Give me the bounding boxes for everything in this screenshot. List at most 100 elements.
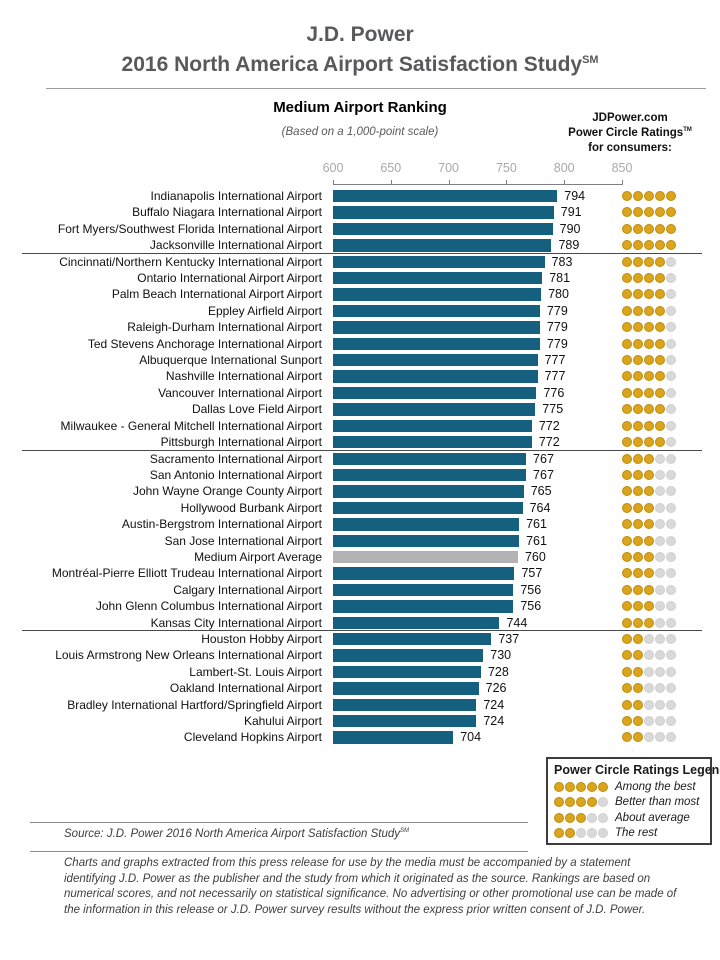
rating-dot-icon: [644, 256, 654, 267]
legend-title: Power Circle Ratings Legend: [554, 763, 720, 777]
rating-dot-icon: [666, 535, 676, 546]
rating-dot-icon: [622, 535, 632, 546]
score-bar: [333, 731, 454, 744]
axis-tick-mark: [448, 180, 450, 184]
score-bar: [333, 206, 554, 219]
ratings-header-line1: JDPower.com: [592, 112, 668, 124]
rating-dot-icon: [633, 355, 643, 366]
power-circle-rating: [622, 519, 676, 530]
rating-dot-icon: [633, 666, 643, 677]
rating-dot-icon: [655, 240, 665, 251]
rating-dot-icon: [644, 650, 654, 661]
score-value: 756: [520, 582, 542, 597]
bar-row: Albuquerque International Sunport 777: [0, 352, 720, 368]
legend-item: Better than most: [554, 795, 704, 811]
rating-dot-icon: [655, 437, 665, 448]
rating-dot-icon: [633, 699, 643, 710]
score-value: 730: [490, 648, 512, 663]
axis-tick-label: 600: [322, 161, 344, 175]
rating-dot-icon: [633, 519, 643, 530]
score-value: 791: [560, 205, 582, 220]
score-bar: [333, 632, 492, 646]
bar-row: Eppley Airfield Airport 779: [0, 303, 720, 319]
rating-dot-icon: [655, 666, 665, 677]
bar-row: Indianapolis International Airport 794: [0, 188, 720, 204]
rating-dot-icon: [644, 223, 654, 234]
rating-dot-icon: [655, 568, 665, 579]
airport-label: Dallas Love Field Airport: [191, 402, 322, 417]
power-circle-rating: [622, 584, 676, 595]
rating-dot-icon: [622, 584, 632, 595]
airport-label: Buffalo Niagara International Airport: [132, 205, 322, 220]
bar-row: John Wayne Orange County Airport 765: [0, 483, 720, 499]
rating-dot-icon: [633, 223, 643, 234]
rating-dot-icon: [598, 812, 608, 823]
bar-row: John Glenn Columbus International Airpor…: [0, 598, 720, 614]
airport-label: Houston Hobby Airport: [201, 631, 322, 646]
rating-dot-icon: [655, 207, 665, 218]
rating-dot-icon: [666, 273, 676, 284]
rating-dot-icon: [644, 469, 654, 480]
score-value: 767: [533, 451, 554, 466]
rating-dot-icon: [666, 568, 676, 579]
rating-dot-icon: [633, 338, 643, 349]
rating-dot-icon: [655, 223, 665, 234]
rating-dot-icon: [565, 781, 575, 792]
rating-dot-icon: [644, 584, 654, 595]
score-value: 704: [460, 730, 482, 745]
score-bar: [333, 419, 532, 433]
score-bar: [333, 649, 484, 662]
power-circle-rating: [622, 453, 676, 464]
rating-dot-icon: [633, 420, 643, 431]
rating-dot-icon: [622, 256, 632, 267]
rating-dot-icon: [622, 404, 632, 415]
rating-dot-icon: [655, 633, 665, 644]
rating-dot-icon: [666, 387, 676, 398]
rating-dot-icon: [633, 486, 643, 497]
rating-dot-icon: [655, 683, 665, 694]
rating-dot-icon: [633, 683, 643, 694]
airport-label: Austin-Bergstrom International Airport: [121, 517, 322, 532]
rating-dot-icon: [633, 469, 643, 480]
score-value: 780: [548, 287, 569, 302]
score-value: 781: [549, 271, 571, 286]
bar-row: Montréal-Pierre Elliott Trudeau Internat…: [0, 565, 720, 581]
rating-dot-icon: [622, 191, 632, 201]
score-bar: [333, 321, 540, 334]
rating-dot-icon: [655, 519, 665, 530]
rating-dot-icon: [655, 289, 665, 300]
score-bar: [333, 370, 538, 383]
power-circle-rating: [622, 420, 676, 431]
axis-tick-label: 800: [553, 161, 575, 175]
rating-dot-icon: [644, 322, 654, 333]
bar-row: Oakland International Airport 726: [0, 680, 720, 696]
rating-dot-icon: [655, 486, 665, 497]
airport-label: Louis Armstrong New Orleans Internationa…: [55, 648, 322, 663]
bar-row: Sacramento International Airport 767: [0, 451, 720, 467]
rating-dot-icon: [622, 289, 632, 300]
source-servicemark: SM: [400, 828, 409, 835]
rating-dot-icon: [644, 305, 654, 316]
rating-dot-icon: [666, 191, 676, 201]
airport-label: Cincinnati/Northern Kentucky Internation…: [59, 254, 322, 269]
rating-dot-icon: [633, 371, 643, 382]
power-circle-rating: [554, 797, 608, 808]
rating-dot-icon: [655, 551, 665, 562]
rating-dot-icon: [633, 732, 643, 743]
rating-dot-icon: [666, 601, 676, 612]
power-circle-rating: [622, 322, 676, 333]
score-value: 728: [487, 664, 509, 679]
rating-dot-icon: [644, 191, 654, 201]
rating-dot-icon: [655, 601, 665, 612]
bar-row: Milwaukee - General Mitchell Internation…: [0, 418, 720, 434]
rating-dot-icon: [565, 828, 575, 839]
score-value: 726: [485, 681, 507, 696]
power-circle-rating: [622, 568, 676, 579]
axis-tick-mark: [333, 180, 334, 184]
score-bar: [333, 534, 520, 547]
score-value: 779: [546, 303, 568, 318]
score-value: 756: [520, 599, 542, 614]
rating-dot-icon: [622, 568, 632, 579]
bar-row: Ontario International Airport Airport 781: [0, 270, 720, 286]
axis-tick-mark: [622, 180, 623, 184]
